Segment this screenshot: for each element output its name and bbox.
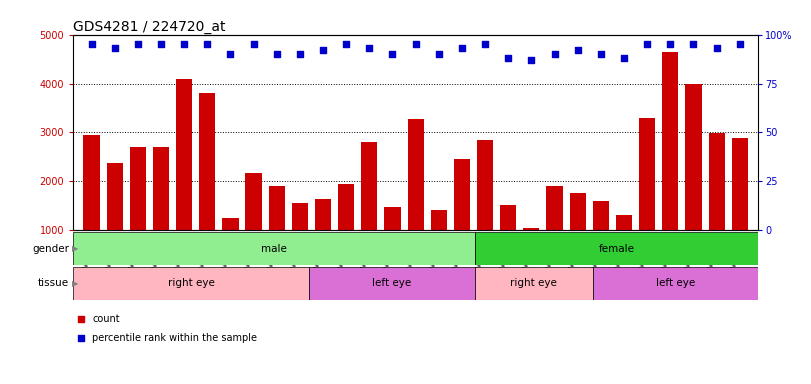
Bar: [292, 204, 308, 230]
Point: [75, 335, 88, 341]
Point: [617, 55, 630, 61]
Point: [525, 57, 538, 63]
Point: [386, 51, 399, 57]
Point: [224, 51, 237, 57]
Bar: [616, 215, 632, 230]
Point: [733, 41, 746, 48]
Bar: [200, 93, 216, 230]
Text: right eye: right eye: [168, 278, 215, 288]
Point: [108, 45, 121, 51]
Bar: [593, 267, 758, 300]
Bar: [130, 147, 146, 230]
Text: right eye: right eye: [510, 278, 557, 288]
Point: [201, 41, 214, 48]
Bar: [106, 163, 122, 230]
Point: [178, 41, 191, 48]
Point: [154, 41, 167, 48]
Text: tissue: tissue: [38, 278, 69, 288]
Point: [340, 41, 353, 48]
Bar: [663, 52, 679, 230]
Bar: [474, 267, 593, 300]
Point: [594, 51, 607, 57]
Bar: [593, 201, 609, 230]
Point: [247, 41, 260, 48]
Bar: [454, 159, 470, 230]
Bar: [732, 138, 748, 230]
Bar: [408, 119, 423, 230]
Point: [316, 47, 329, 53]
Point: [363, 45, 375, 51]
Text: left eye: left eye: [372, 278, 412, 288]
Bar: [73, 232, 474, 265]
Bar: [361, 142, 377, 230]
Bar: [500, 205, 517, 230]
Bar: [222, 218, 238, 230]
Point: [502, 55, 515, 61]
Text: ▶: ▶: [72, 279, 79, 288]
Bar: [84, 135, 100, 230]
Bar: [685, 84, 702, 230]
Bar: [268, 186, 285, 230]
Point: [294, 51, 307, 57]
Point: [687, 41, 700, 48]
Point: [75, 316, 88, 322]
Point: [641, 41, 654, 48]
Point: [409, 41, 422, 48]
Point: [85, 41, 98, 48]
Bar: [176, 79, 192, 230]
Bar: [547, 186, 563, 230]
Bar: [709, 134, 725, 230]
Bar: [474, 232, 758, 265]
Text: ▶: ▶: [72, 244, 79, 253]
Point: [571, 47, 584, 53]
Bar: [152, 147, 169, 230]
Bar: [569, 193, 586, 230]
Text: GDS4281 / 224720_at: GDS4281 / 224720_at: [73, 20, 225, 33]
Text: count: count: [92, 314, 120, 324]
Bar: [246, 173, 262, 230]
Point: [710, 45, 723, 51]
Point: [270, 51, 283, 57]
Text: percentile rank within the sample: percentile rank within the sample: [92, 333, 257, 343]
Text: left eye: left eye: [656, 278, 695, 288]
Bar: [315, 199, 331, 230]
Point: [548, 51, 561, 57]
Bar: [477, 140, 493, 230]
Bar: [384, 207, 401, 230]
Text: male: male: [261, 243, 287, 254]
Bar: [73, 267, 309, 300]
Text: female: female: [599, 243, 634, 254]
Bar: [431, 210, 447, 230]
Bar: [338, 184, 354, 230]
Bar: [639, 118, 655, 230]
Point: [131, 41, 144, 48]
Point: [456, 45, 469, 51]
Point: [664, 41, 677, 48]
Text: gender: gender: [32, 243, 69, 254]
Point: [432, 51, 445, 57]
Bar: [309, 267, 474, 300]
Point: [478, 41, 491, 48]
Bar: [523, 228, 539, 230]
